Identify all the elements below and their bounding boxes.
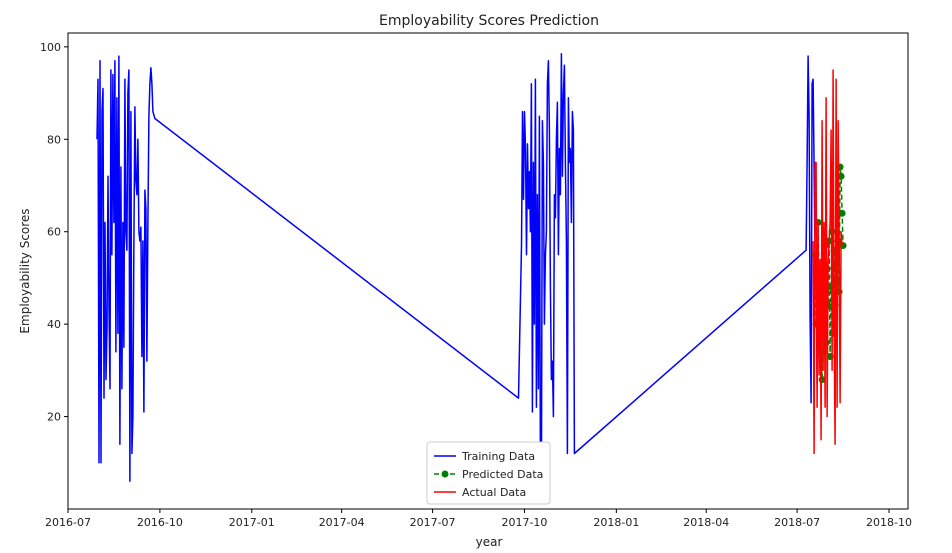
plot-area xyxy=(67,32,909,510)
y-tick-label: 80 xyxy=(47,133,61,146)
x-tick-label: 2016-10 xyxy=(137,516,183,529)
x-tick-label: 2017-07 xyxy=(410,516,456,529)
x-tick-label: 2018-04 xyxy=(683,516,729,529)
x-tick-label: 2017-04 xyxy=(319,516,365,529)
y-tick-label: 60 xyxy=(47,226,61,239)
x-tick-label: 2018-01 xyxy=(593,516,639,529)
x-tick-label: 2016-07 xyxy=(45,516,91,529)
series-training-data xyxy=(96,53,819,487)
y-tick-label: 40 xyxy=(47,318,61,331)
chart-title: Employability Scores Prediction xyxy=(379,13,599,29)
y-tick-label: 100 xyxy=(40,41,61,54)
axes-layer: 2016-07 2016-10 2017-01 2017-04 2017-07 2017-… xyxy=(40,41,912,529)
x-axis-label: year xyxy=(476,535,503,549)
legend-marker-predicted xyxy=(441,470,449,478)
series-line xyxy=(96,53,819,487)
series-line xyxy=(812,69,843,455)
legend-box xyxy=(426,441,551,505)
series-actual-data xyxy=(812,69,843,455)
x-tick-label: 2018-07 xyxy=(774,516,820,529)
y-tick-label: 20 xyxy=(47,411,61,424)
legend-label-predicted: Predicted Data xyxy=(462,468,543,481)
data-point xyxy=(838,209,846,217)
x-tick-label: 2017-10 xyxy=(501,516,547,529)
legend-label-training: Training Data xyxy=(461,450,535,463)
legend: Training Data Predicted Data Actual Data xyxy=(426,441,551,505)
x-tick-label: 2018-10 xyxy=(866,516,912,529)
x-tick-label: 2017-01 xyxy=(229,516,275,529)
y-axis-label: Employability Scores xyxy=(18,208,32,333)
legend-label-actual: Actual Data xyxy=(462,486,526,499)
plot-layer xyxy=(96,53,847,487)
